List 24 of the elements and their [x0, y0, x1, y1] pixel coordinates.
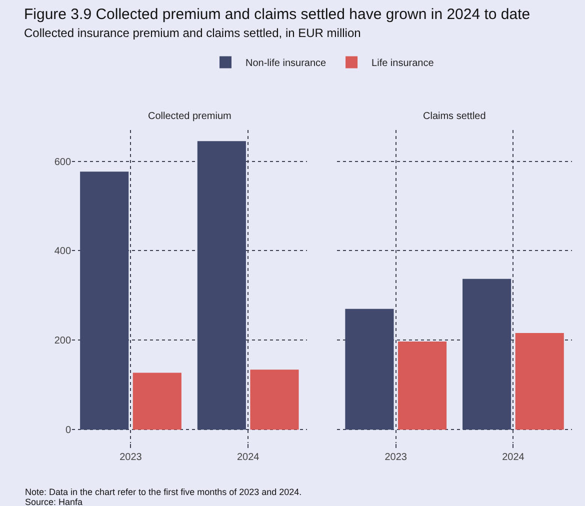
y-tick-label: 200: [54, 336, 72, 347]
chart-title: Figure 3.9 Collected premium and claims settled have grown in 2024 to date: [24, 6, 530, 23]
x-tick-label: 2023: [120, 452, 142, 463]
bar: [398, 342, 447, 430]
legend-label: Life insurance: [372, 58, 434, 70]
text: Note: Data in the chart refer to the first five months of 2023 and 2024.: [25, 487, 302, 497]
y-tick-label: 0: [66, 425, 72, 436]
x-tick-label: 2024: [236, 452, 260, 463]
y-tick-label: 600: [54, 156, 72, 168]
y-tick-label: 400: [54, 246, 72, 258]
legend-label: Non-life insurance: [246, 58, 327, 70]
text: Claims settled: [423, 111, 486, 122]
x-tick-label: 2024: [502, 452, 525, 463]
bar: [197, 141, 246, 430]
bar: [515, 333, 564, 430]
bar: [80, 172, 129, 430]
x-tick-label: 2023: [384, 452, 408, 463]
bar: [250, 370, 299, 430]
bar: [462, 278, 512, 430]
source-note: Source: Hanfa: [25, 497, 83, 506]
bar: [345, 308, 394, 430]
chart-subtitle: Collected insurance premium and claims settled, in EUR million: [24, 26, 361, 40]
bar: [132, 372, 182, 430]
text: Collected premium: [148, 111, 232, 122]
